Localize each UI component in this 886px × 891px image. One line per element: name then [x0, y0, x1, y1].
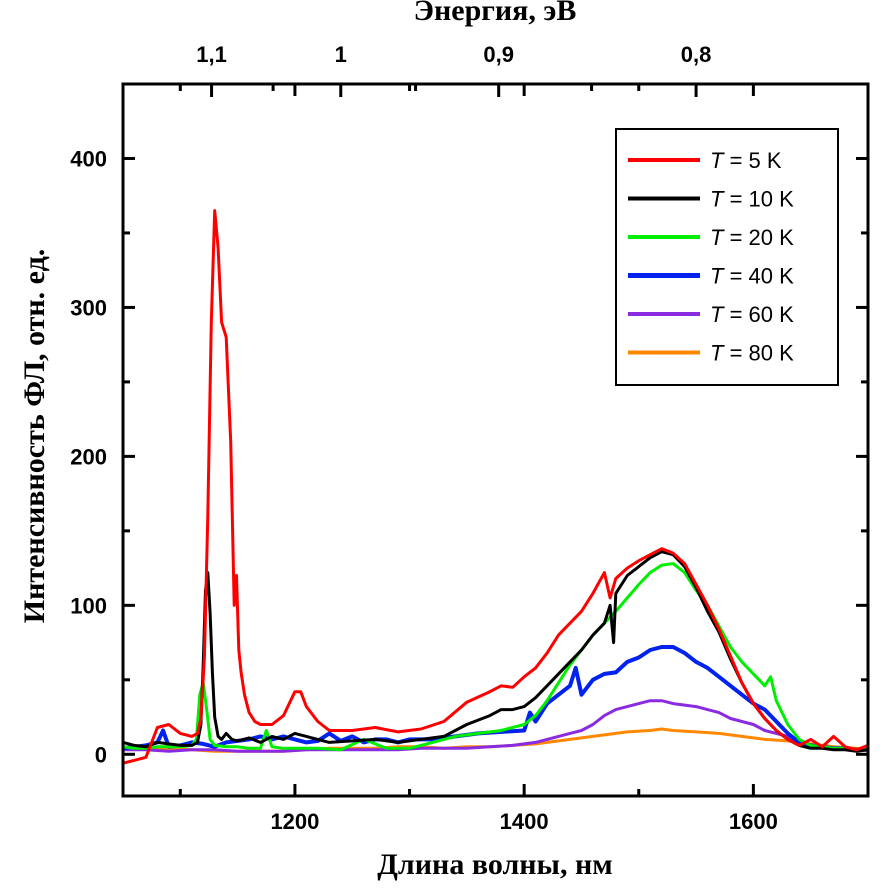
legend: T = 5 K T = 10 K T = 20 K T = 40 K T = 60 K T…	[615, 128, 839, 386]
legend-label: T = 40 K	[710, 264, 794, 289]
y-tick-label: 0	[95, 742, 107, 767]
legend-label: T = 80 K	[710, 341, 794, 366]
y-tick-label: 400	[70, 146, 107, 171]
axis-ticks: 1200 1400 1600 0 100 200 300 400 1,1 1 0,9 0,8	[70, 42, 870, 834]
legend-label: T = 20 K	[710, 225, 794, 250]
y-axis-title: Интенсивность ФЛ, отн. ед.	[18, 249, 51, 624]
plot-frame	[121, 82, 870, 798]
x-tick-label: 1200	[270, 809, 319, 834]
top-tick-label: 0,8	[681, 42, 712, 67]
top-tick-label: 0,9	[483, 42, 514, 67]
top-tick-label: 1	[335, 42, 347, 67]
legend-box	[615, 128, 839, 386]
legend-label: T = 60 K	[710, 302, 794, 327]
x-tick-label: 1400	[500, 809, 549, 834]
top-axis-title: Энергия, эВ	[414, 0, 577, 27]
top-tick-label: 1,1	[196, 42, 227, 67]
series-line	[123, 699, 868, 753]
legend-label: T = 5 K	[710, 148, 782, 173]
series-line	[122, 562, 868, 752]
y-tick-label: 200	[70, 444, 107, 469]
x-tick-label: 1600	[729, 809, 778, 834]
y-tick-label: 100	[70, 593, 107, 618]
series-lines	[122, 209, 869, 765]
x-axis-title: Длина волны, нм	[377, 848, 612, 881]
legend-label: T = 10 K	[710, 187, 794, 212]
series-line	[122, 209, 869, 765]
y-tick-label: 300	[70, 295, 107, 320]
